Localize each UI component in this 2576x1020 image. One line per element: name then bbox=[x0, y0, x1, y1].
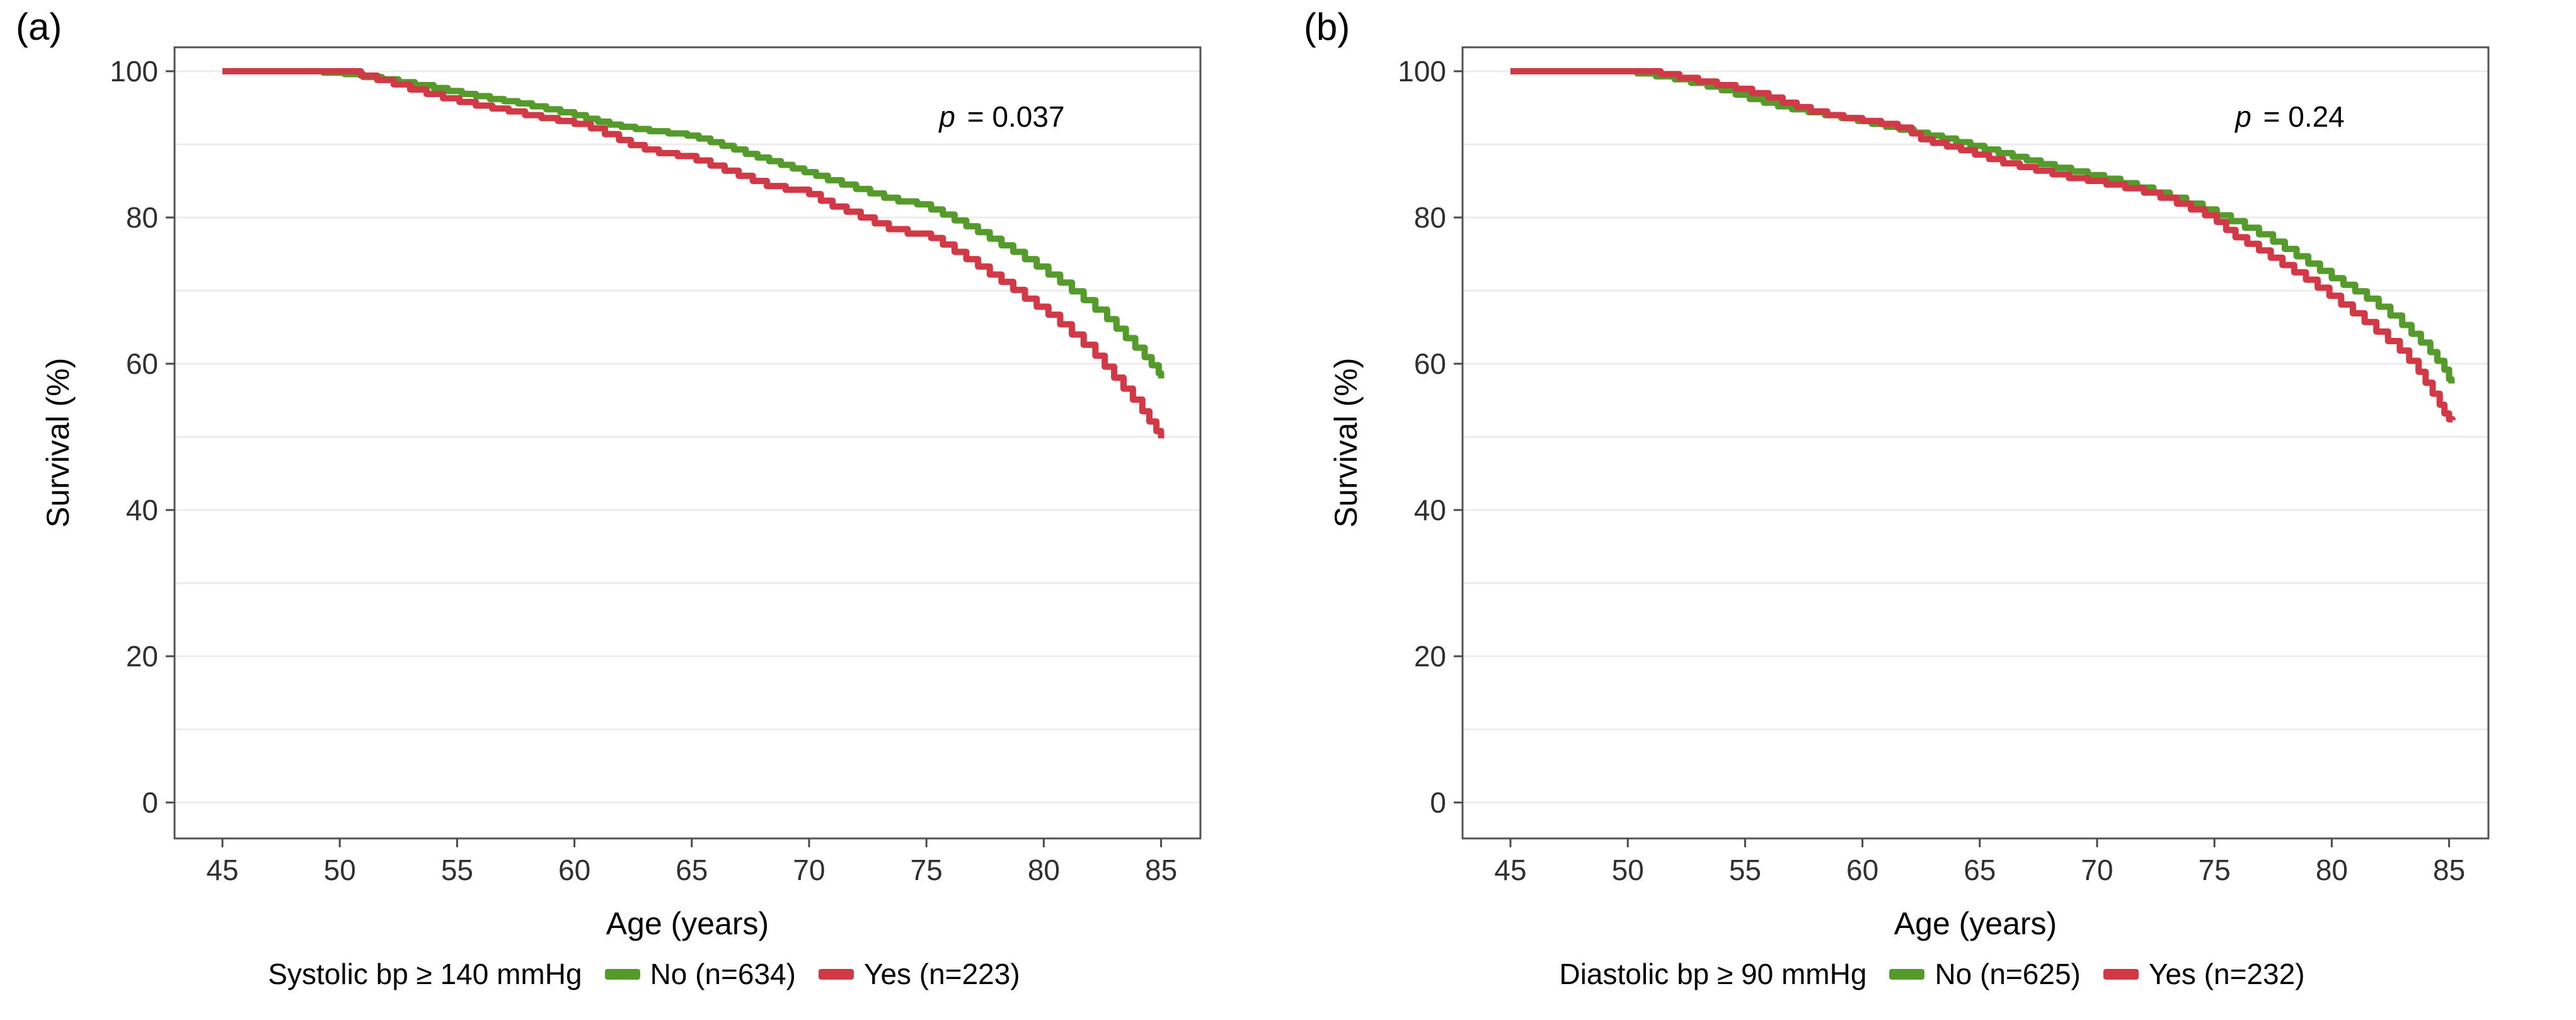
legend-swatch-red bbox=[2103, 968, 2139, 980]
y-axis-title-a: Survival (%) bbox=[40, 357, 76, 528]
x-tick-label: 70 bbox=[2081, 854, 2113, 886]
panel-label-a: (a) bbox=[16, 6, 62, 48]
x-tick-label: 85 bbox=[1145, 854, 1177, 886]
panel-label-b: (b) bbox=[1304, 6, 1350, 48]
y-tick-label: 60 bbox=[126, 347, 158, 380]
y-tick-label: 60 bbox=[1414, 347, 1446, 380]
legend-swatch-green bbox=[604, 968, 640, 980]
x-tick-label: 50 bbox=[1612, 854, 1644, 886]
y-tick-label: 100 bbox=[110, 55, 158, 88]
legend-item-yes: Yes (n=232) bbox=[2103, 957, 2305, 991]
p-value-annotation-b: p = 0.24 bbox=[2095, 100, 2485, 134]
y-tick-label: 100 bbox=[1398, 55, 1446, 88]
x-tick-label: 80 bbox=[2316, 854, 2348, 886]
x-tick-label: 80 bbox=[1028, 854, 1060, 886]
km-curve-yes bbox=[1510, 68, 2456, 423]
legend-swatch-red bbox=[818, 968, 854, 980]
x-tick-label: 75 bbox=[911, 854, 943, 886]
legend-item-no: No (n=625) bbox=[1889, 957, 2081, 991]
legend-swatch-green bbox=[1889, 968, 1925, 980]
legend-label-no: No (n=634) bbox=[650, 958, 796, 990]
y-tick-label: 40 bbox=[1414, 494, 1446, 526]
p-symbol: p bbox=[2235, 100, 2251, 133]
p-value-text: = 0.24 bbox=[2255, 100, 2345, 133]
x-axis-title-a: Age (years) bbox=[606, 906, 769, 941]
legend-item-no: No (n=634) bbox=[604, 957, 796, 991]
x-tick-label: 60 bbox=[558, 854, 590, 886]
legend-title-b: Diastolic bp ≥ 90 mmHg bbox=[1559, 958, 1867, 990]
x-tick-label: 55 bbox=[1729, 854, 1761, 886]
x-tick-label: 75 bbox=[2199, 854, 2231, 886]
y-tick-label: 0 bbox=[142, 786, 158, 819]
legend-a: Systolic bp ≥ 140 mmHg No (n=634) Yes (n… bbox=[0, 957, 1288, 991]
p-value-annotation-a: p = 0.037 bbox=[807, 100, 1197, 134]
panel-border bbox=[173, 46, 1202, 840]
survival-plot-b: 0 20 40 60 80 100 45 50 55 60 65 70 75 80 85 bbox=[1398, 46, 2490, 886]
x-axis-title-b: Age (years) bbox=[1894, 906, 2057, 941]
panel-border bbox=[1461, 46, 2490, 840]
x-tick-label: 50 bbox=[324, 854, 356, 886]
legend-label-no: No (n=625) bbox=[1935, 958, 2081, 990]
y-tick-label: 40 bbox=[126, 494, 158, 526]
p-symbol: p bbox=[939, 100, 956, 133]
legend-item-yes: Yes (n=223) bbox=[818, 957, 1020, 991]
x-tick-label: 45 bbox=[1494, 854, 1526, 886]
survival-panel-b: 0 20 40 60 80 100 45 50 55 60 65 70 75 80 85 (b) Survi… bbox=[1288, 0, 2576, 1020]
x-tick-label: 65 bbox=[676, 854, 708, 886]
x-tick-label: 55 bbox=[441, 854, 473, 886]
x-tick-label: 70 bbox=[793, 854, 825, 886]
x-tick-label: 65 bbox=[1964, 854, 1996, 886]
legend-label-yes: Yes (n=232) bbox=[2148, 958, 2305, 990]
x-tick-label: 60 bbox=[1846, 854, 1878, 886]
survival-panel-a: 0 20 40 60 80 100 45 50 55 60 65 70 75 80 85 (a) Survi… bbox=[0, 6, 1288, 991]
km-curve-no bbox=[1510, 68, 2455, 384]
x-tick-label: 85 bbox=[2433, 854, 2465, 886]
y-tick-label: 0 bbox=[1430, 786, 1446, 819]
y-tick-label: 80 bbox=[126, 201, 158, 234]
legend-label-yes: Yes (n=223) bbox=[863, 958, 1020, 990]
legend-title-a: Systolic bp ≥ 140 mmHg bbox=[268, 958, 582, 990]
km-curve-yes bbox=[222, 68, 1164, 439]
km-curve-no bbox=[222, 68, 1164, 379]
legend-b: Diastolic bp ≥ 90 mmHg No (n=625) Yes (n… bbox=[1288, 957, 2576, 991]
y-axis-title-b: Survival (%) bbox=[1328, 357, 1364, 528]
y-tick-label: 20 bbox=[1414, 640, 1446, 673]
x-tick-label: 45 bbox=[206, 854, 238, 886]
y-tick-label: 80 bbox=[1414, 201, 1446, 234]
y-tick-label: 20 bbox=[126, 640, 158, 673]
survival-plot-a: 0 20 40 60 80 100 45 50 55 60 65 70 75 80 85 bbox=[110, 46, 1202, 886]
p-value-text: = 0.037 bbox=[959, 100, 1065, 133]
